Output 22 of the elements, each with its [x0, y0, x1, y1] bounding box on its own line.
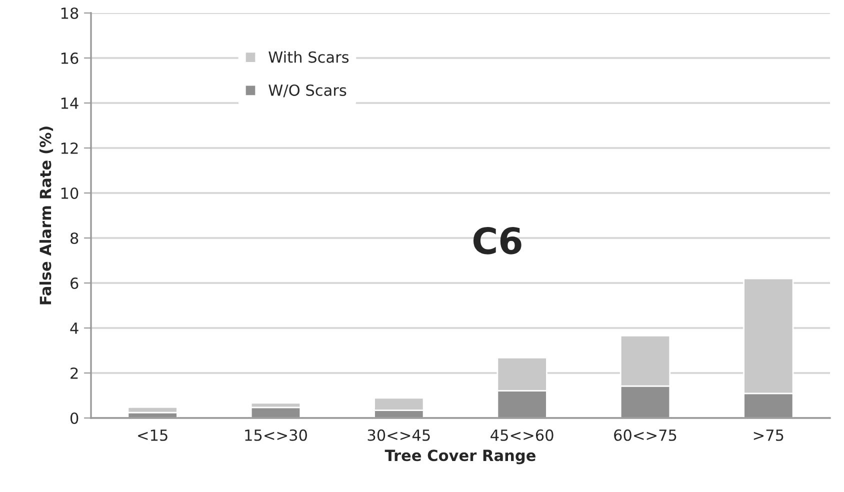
legend-label: W/O Scars: [268, 84, 346, 98]
y-tick-label: 6: [70, 277, 78, 290]
y-tick-label: 0: [70, 412, 78, 424]
annotation: C6: [473, 227, 522, 254]
x-tick-label: 45<>60: [490, 429, 554, 441]
x-tick-label: >75: [754, 430, 784, 441]
y-tick-label: 14: [61, 98, 78, 109]
y-tick-label: 16: [61, 52, 78, 64]
x-tick-label: 30<>45: [368, 429, 430, 441]
legend-label: With Scars: [268, 51, 349, 63]
y-tick-label: 10: [61, 187, 78, 200]
y-tick-label: 8: [70, 232, 78, 244]
x-tick-label: <15: [138, 430, 168, 441]
y-tick-label: 2: [70, 367, 78, 379]
y-tick-label: 18: [61, 7, 78, 20]
bar: [127, 406, 178, 414]
y-tick-label: 4: [70, 322, 78, 334]
x-tick-label: 60<>75: [614, 429, 676, 441]
y-tick-label: 12: [61, 142, 78, 154]
y-axis-title: False Alarm Rate (%): [39, 126, 54, 304]
x-tick-label: 15<>30: [245, 429, 307, 441]
x-axis-title: Tree Cover Range: [384, 450, 536, 464]
